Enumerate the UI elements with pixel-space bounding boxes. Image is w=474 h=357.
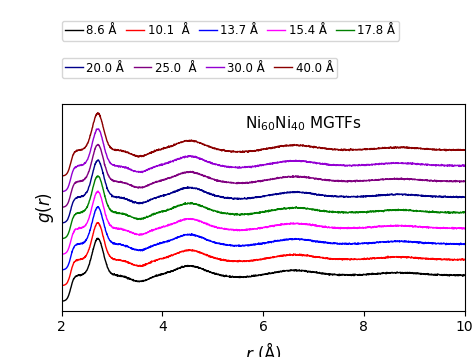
40.0 Å <box>95 111 100 115</box>
15.4 Å <box>241 228 247 232</box>
17.8 Å <box>131 216 137 220</box>
30.0 Å <box>66 182 72 186</box>
20.0 Å <box>59 221 64 225</box>
20.0 Å <box>66 213 72 218</box>
10.1  Å <box>95 220 100 225</box>
40.0 Å <box>462 148 467 152</box>
15.4 Å <box>337 225 342 230</box>
40.0 Å <box>265 147 271 151</box>
Line: 30.0 Å: 30.0 Å <box>62 129 465 192</box>
15.4 Å <box>436 226 442 230</box>
13.7 Å <box>337 241 342 246</box>
17.8 Å <box>95 174 101 178</box>
Line: 13.7 Å: 13.7 Å <box>62 207 465 270</box>
8.6 Å <box>59 299 64 303</box>
17.8 Å <box>66 229 72 233</box>
X-axis label: $r$ (Å): $r$ (Å) <box>245 340 282 357</box>
13.7 Å <box>436 241 442 245</box>
17.8 Å <box>462 210 467 214</box>
Line: 15.4 Å: 15.4 Å <box>62 191 465 254</box>
25.0  Å <box>337 178 342 183</box>
20.0 Å <box>337 194 342 198</box>
30.0 Å <box>337 163 342 167</box>
15.4 Å <box>66 245 72 249</box>
8.6 Å <box>241 275 247 279</box>
10.1  Å <box>462 257 467 262</box>
40.0 Å <box>337 148 342 152</box>
Legend: 20.0 Å, 25.0  Å, 30.0 Å, 40.0 Å: 20.0 Å, 25.0 Å, 30.0 Å, 40.0 Å <box>62 58 337 78</box>
15.4 Å <box>462 227 467 231</box>
8.6 Å <box>436 272 442 277</box>
30.0 Å <box>462 163 467 167</box>
20.0 Å <box>95 158 101 162</box>
20.0 Å <box>462 195 467 199</box>
13.7 Å <box>131 247 137 251</box>
40.0 Å <box>59 174 64 178</box>
8.6 Å <box>131 278 137 282</box>
25.0  Å <box>265 178 271 182</box>
Line: 25.0  Å: 25.0 Å <box>62 145 465 207</box>
10.1  Å <box>59 283 64 288</box>
25.0  Å <box>241 181 247 185</box>
40.0 Å <box>436 148 442 152</box>
8.6 Å <box>95 236 101 241</box>
30.0 Å <box>265 162 271 166</box>
17.8 Å <box>436 210 442 215</box>
13.7 Å <box>241 243 247 248</box>
15.4 Å <box>131 231 137 236</box>
10.1  Å <box>66 276 72 280</box>
17.8 Å <box>59 236 64 241</box>
30.0 Å <box>131 169 137 174</box>
25.0  Å <box>95 142 101 147</box>
17.8 Å <box>337 210 342 214</box>
40.0 Å <box>241 150 247 154</box>
Line: 10.1  Å: 10.1 Å <box>62 222 465 286</box>
30.0 Å <box>436 163 442 167</box>
17.8 Å <box>241 212 247 216</box>
Y-axis label: $g(r)$: $g(r)$ <box>34 192 56 222</box>
Line: 17.8 Å: 17.8 Å <box>62 176 465 238</box>
8.6 Å <box>66 292 72 296</box>
13.7 Å <box>265 240 271 245</box>
13.7 Å <box>95 205 101 209</box>
10.1  Å <box>241 259 247 263</box>
10.1  Å <box>265 256 271 261</box>
20.0 Å <box>265 193 271 197</box>
25.0  Å <box>66 197 72 202</box>
Line: 40.0 Å: 40.0 Å <box>62 113 465 176</box>
15.4 Å <box>265 225 271 229</box>
30.0 Å <box>59 190 64 194</box>
15.4 Å <box>95 189 101 193</box>
10.1  Å <box>337 257 342 261</box>
8.6 Å <box>337 273 342 277</box>
20.0 Å <box>436 194 442 198</box>
10.1  Å <box>131 262 137 267</box>
25.0  Å <box>59 205 64 210</box>
30.0 Å <box>95 127 101 131</box>
13.7 Å <box>66 260 72 265</box>
8.6 Å <box>462 273 467 278</box>
40.0 Å <box>66 166 72 171</box>
10.1  Å <box>436 257 442 261</box>
25.0  Å <box>436 179 442 183</box>
20.0 Å <box>131 200 137 205</box>
15.4 Å <box>59 252 64 256</box>
30.0 Å <box>241 165 247 170</box>
40.0 Å <box>131 153 137 157</box>
Text: Ni$_{60}$Ni$_{40}$ MGTFs: Ni$_{60}$Ni$_{40}$ MGTFs <box>245 114 362 132</box>
Line: 20.0 Å: 20.0 Å <box>62 160 465 223</box>
25.0  Å <box>462 179 467 183</box>
25.0  Å <box>131 185 137 189</box>
8.6 Å <box>265 271 271 276</box>
13.7 Å <box>59 268 64 272</box>
20.0 Å <box>241 197 247 201</box>
13.7 Å <box>462 242 467 246</box>
Line: 8.6 Å: 8.6 Å <box>62 238 465 301</box>
17.8 Å <box>265 210 271 214</box>
